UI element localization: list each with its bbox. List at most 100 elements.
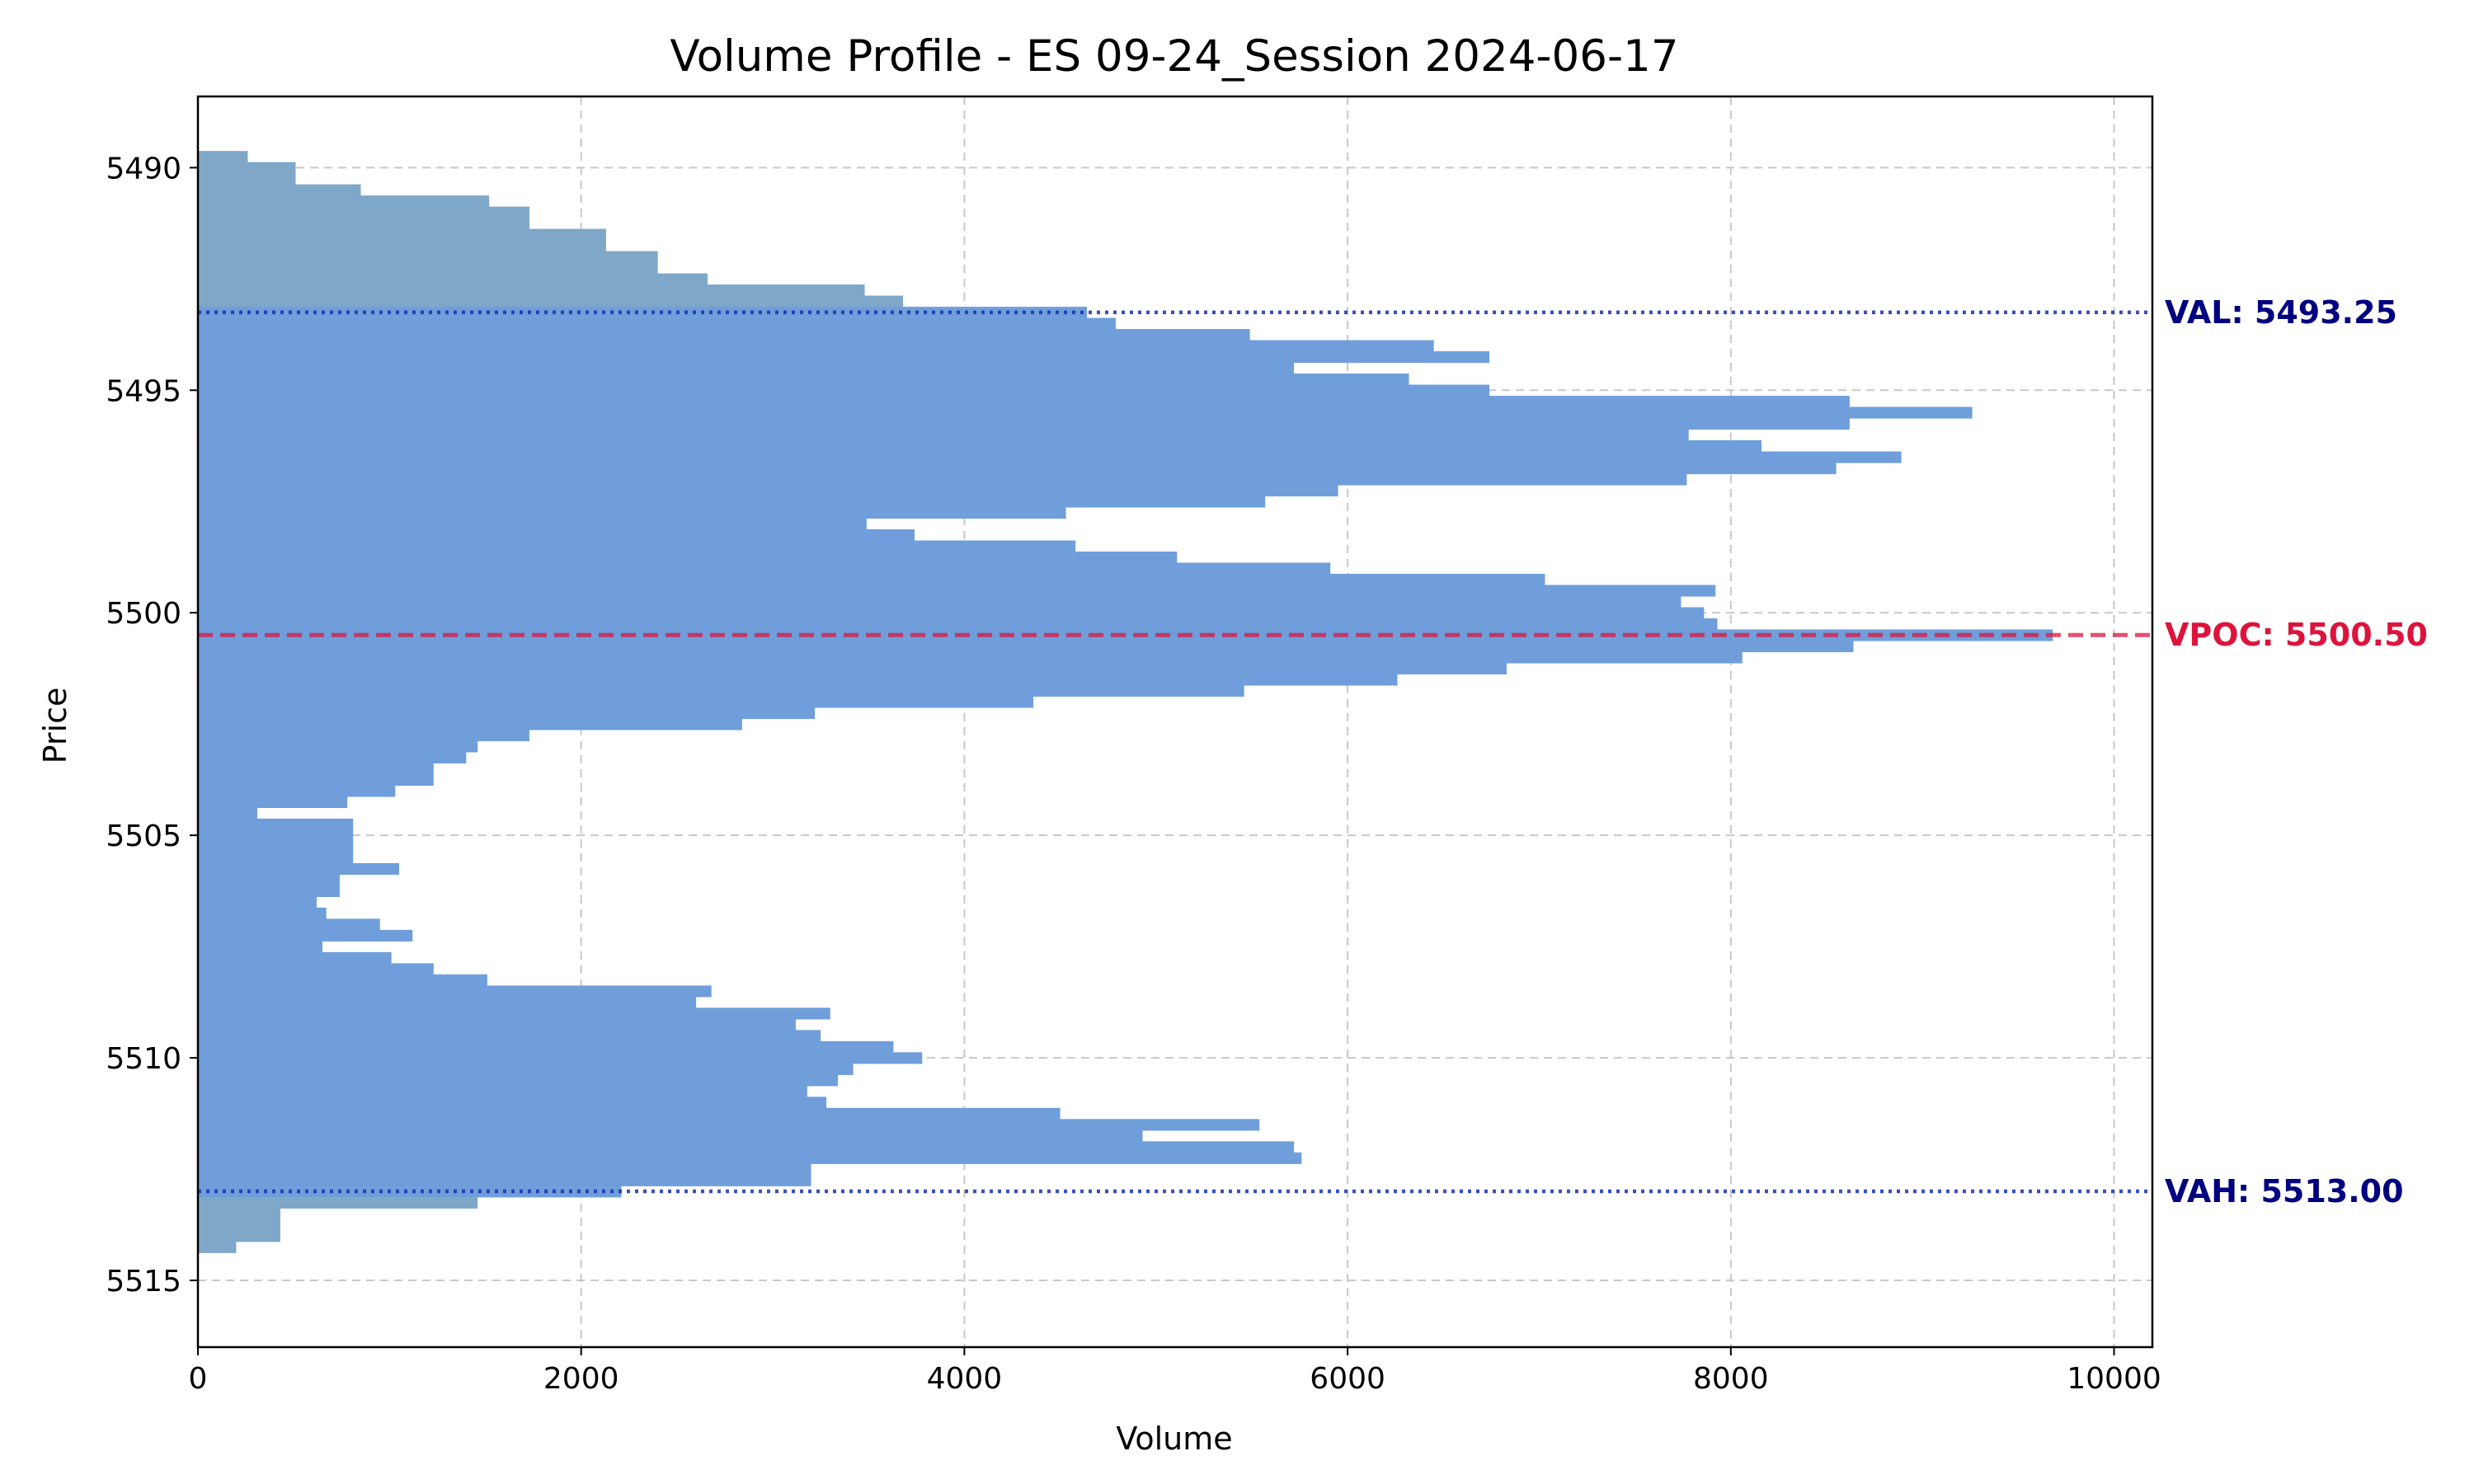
volume-bar — [198, 951, 392, 964]
volume-bar — [198, 384, 1490, 397]
volume-bar — [198, 1030, 821, 1042]
volume-bar — [198, 963, 434, 975]
volume-bar — [198, 151, 248, 163]
volume-bar — [198, 1063, 854, 1075]
volume-bar — [198, 295, 904, 308]
volume-bar — [198, 1163, 811, 1176]
volume-bar — [198, 862, 399, 876]
volume-bar — [198, 406, 1973, 419]
volume-bar — [198, 595, 1681, 608]
volume-bar — [198, 440, 1761, 453]
volume-bar — [198, 1129, 1143, 1142]
volume-bar — [198, 552, 1178, 564]
volume-bar — [198, 985, 712, 998]
volume-bar — [198, 974, 487, 986]
plot-frame — [196, 95, 2154, 1349]
volume-bar — [198, 329, 1250, 341]
volume-bar — [198, 228, 606, 241]
y-axis-ticks: 5490 5495 5500 5505 5510 5515 — [106, 152, 198, 1298]
volume-bar — [198, 451, 1902, 463]
volume-bar — [198, 429, 1689, 441]
volume-bar — [198, 852, 354, 864]
volume-bar — [198, 651, 1743, 664]
vah-label: VAH: 5513.00 — [2165, 1173, 2404, 1209]
volume-bar — [198, 674, 1398, 686]
volume-bar — [198, 273, 708, 285]
volume-bar — [198, 640, 1854, 653]
volume-bar — [198, 173, 296, 186]
volume-bar — [198, 262, 658, 275]
volume-bar — [198, 162, 296, 174]
volume-bar — [198, 473, 1687, 486]
volume-bar — [198, 1007, 830, 1020]
x-axis-ticks: 0 2000 4000 6000 8000 10000 — [189, 1347, 2161, 1396]
x-tick-label: 2000 — [543, 1362, 619, 1396]
volume-bar — [198, 362, 1295, 374]
chart-title: Volume Profile - ES 09-24_Session 2024-0… — [670, 31, 1678, 82]
volume-bar — [198, 529, 915, 542]
volume-bar — [198, 618, 1718, 631]
y-axis-label: Price — [37, 688, 73, 764]
volume-bar — [198, 840, 354, 853]
volume-bar — [198, 818, 354, 831]
volume-bar — [198, 495, 1266, 508]
volume-bar — [198, 829, 354, 842]
volume-bar — [198, 1018, 796, 1031]
volume-bar — [198, 807, 258, 819]
y-tick-label: 5500 — [106, 597, 181, 631]
volume-bar — [198, 1196, 478, 1209]
volume-bar — [198, 941, 323, 953]
volume-bar — [198, 996, 697, 1008]
volume-bar — [198, 485, 1338, 497]
volume-bar — [198, 740, 478, 753]
x-tick-label: 4000 — [927, 1362, 1003, 1396]
volume-bar — [198, 573, 1545, 586]
line-annotations: VAL: 5493.25 VPOC: 5500.50 VAH: 5513.00 — [2165, 294, 2428, 1209]
volume-bar — [198, 896, 317, 909]
volume-bar — [198, 562, 1331, 575]
volume-bar — [198, 696, 1034, 708]
volume-bar — [198, 718, 742, 730]
volume-bar — [198, 585, 1716, 597]
volume-bar — [198, 251, 658, 263]
x-tick-label: 6000 — [1310, 1362, 1385, 1396]
volume-bar — [198, 885, 340, 897]
volume-bar — [198, 518, 867, 530]
volume-bar — [198, 351, 1490, 364]
volume-bar — [198, 1219, 280, 1231]
y-tick-label: 5490 — [106, 152, 181, 186]
volume-bar — [198, 1040, 894, 1053]
y-tick-label: 5495 — [106, 374, 181, 408]
volume-bar — [198, 1107, 1061, 1120]
volume-bar — [198, 317, 1116, 330]
y-tick-label: 5515 — [106, 1265, 181, 1298]
volume-bar — [198, 684, 1244, 697]
volume-bar — [198, 206, 529, 218]
volume-bar — [198, 763, 434, 775]
volume-bar — [198, 218, 529, 230]
volume-bar — [198, 607, 1705, 619]
volume-bar — [198, 540, 1076, 552]
volume-bar — [198, 195, 490, 208]
volume-bar — [198, 918, 380, 931]
x-tick-label: 10000 — [2067, 1362, 2161, 1396]
volume-bar — [198, 418, 1850, 430]
volume-bar — [198, 1186, 622, 1198]
volume-bar — [198, 463, 1837, 475]
volume-bar — [198, 1230, 280, 1242]
volume-bar — [198, 240, 606, 252]
volume-bar — [198, 1074, 839, 1087]
x-tick-label: 0 — [189, 1362, 208, 1396]
volume-bar — [198, 1208, 280, 1220]
volume-bar — [198, 729, 529, 742]
x-tick-label: 8000 — [1693, 1362, 1769, 1396]
volume-bar — [198, 929, 413, 942]
volume-bar — [198, 707, 816, 720]
x-axis-label: Volume — [1116, 1421, 1232, 1457]
y-tick-label: 5505 — [106, 819, 181, 853]
volume-bar — [198, 907, 327, 919]
volume-bar — [198, 751, 467, 764]
y-tick-label: 5510 — [106, 1042, 181, 1076]
volume-bar — [198, 1119, 1260, 1131]
volume-bar — [198, 396, 1850, 408]
